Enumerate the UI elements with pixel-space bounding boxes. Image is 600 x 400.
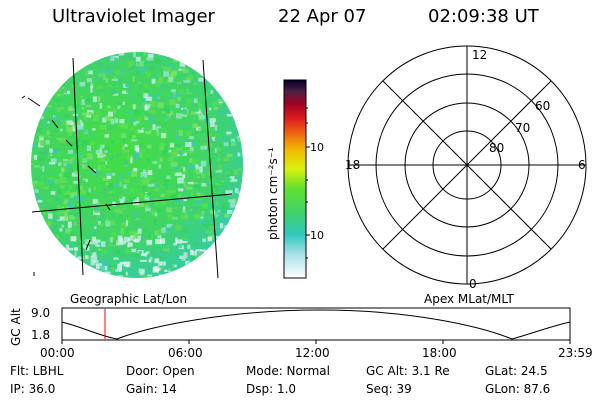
polar-grid	[347, 45, 587, 285]
x-tick-1800: 18:00	[422, 346, 457, 360]
y-tick-1.8: 1.8	[31, 328, 50, 342]
dsp-info: Dsp: 1.0	[246, 382, 297, 396]
auroral-image	[21, 52, 243, 279]
mlt-label-6: 6	[578, 158, 586, 172]
lat-label-60: 60	[535, 99, 550, 113]
colorbar-scale	[283, 79, 307, 279]
gain-info: Gain: 14	[126, 382, 177, 396]
lat-label-70: 70	[515, 121, 530, 135]
glat-info: GLat: 24.5	[485, 364, 548, 378]
geographic-label: Geographic Lat/Lon	[70, 292, 188, 306]
glon-info: GLon: 87.6	[485, 382, 551, 396]
lat-label-80: 80	[489, 141, 504, 155]
polar-plot: 12 18 6 0 60 70 80	[345, 45, 587, 291]
x-tick-1200: 12:00	[295, 346, 330, 360]
colorbar-label: photon cm⁻²s⁻¹	[266, 147, 280, 240]
date-label: 22 Apr 07	[278, 6, 367, 27]
flt-info: Flt: LBHL	[10, 364, 64, 378]
colorbar-tick-100: 100	[310, 141, 324, 154]
x-tick-0600: 06:00	[168, 346, 203, 360]
apex-label: Apex MLat/MLT	[424, 292, 514, 306]
gc-alt-axis-label: GC Alt	[9, 308, 23, 346]
altitude-curve	[61, 309, 571, 340]
x-tick-2359: 23:59	[558, 346, 593, 360]
timeline-frame	[61, 307, 571, 341]
gc-alt-info: GC Alt: 3.1 Re	[366, 364, 450, 378]
geographic-grid-lines	[21, 57, 233, 279]
auroral-disk	[31, 52, 243, 278]
instrument-title: Ultraviolet Imager	[52, 6, 215, 27]
mlt-label-18: 18	[345, 158, 360, 172]
altitude-timeline: GC Alt 9.0 1.8 00:00 06:00 12:00 18:00 2…	[9, 306, 593, 360]
ip-info: IP: 36.0	[10, 382, 56, 396]
time-label: 02:09:38 UT	[428, 6, 539, 27]
mlt-label-12: 12	[472, 48, 487, 62]
door-info: Door: Open	[126, 364, 195, 378]
x-tick-0000: 00:00	[40, 346, 75, 360]
colorbar-tick-10: 10	[310, 229, 324, 242]
seq-info: Seq: 39	[366, 382, 412, 396]
mlt-label-0: 0	[469, 277, 477, 291]
mode-info: Mode: Normal	[246, 364, 330, 378]
colorbar: 100 10 photon cm⁻²s⁻¹	[266, 79, 324, 279]
y-tick-9: 9.0	[31, 306, 50, 320]
